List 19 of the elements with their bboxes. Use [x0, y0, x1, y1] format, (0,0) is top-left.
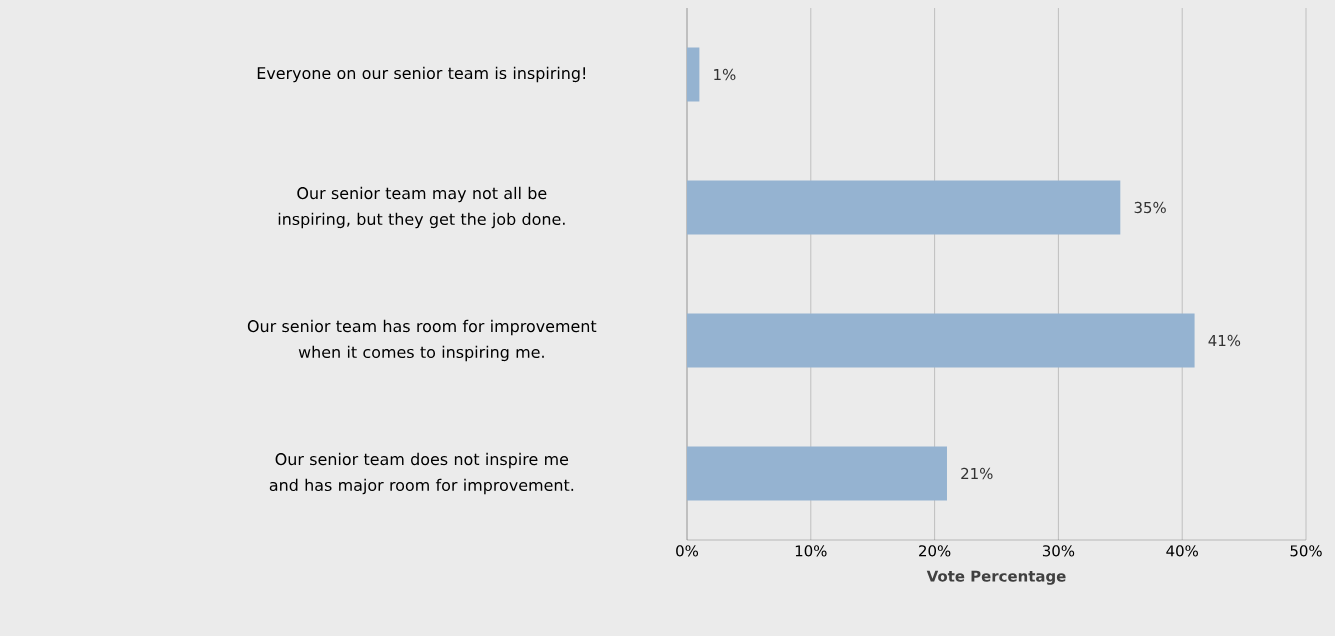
x-axis-title: Vote Percentage [926, 570, 1066, 585]
bar [687, 47, 700, 102]
bar [687, 313, 1195, 368]
x-tick-label: 40% [1166, 545, 1198, 557]
x-tick-label: 20% [919, 545, 951, 557]
data-label: 21% [961, 467, 993, 480]
data-label: 35% [1134, 201, 1166, 214]
x-tick-label: 10% [795, 545, 827, 557]
x-tick-label: 50% [1290, 545, 1322, 557]
y-tick-label: Our senior team does not inspire me and has major room for improvement. [269, 452, 574, 495]
x-tick-label: 30% [1042, 545, 1075, 557]
x-tick-label: 0% [676, 545, 699, 557]
y-tick-label: Everyone on our senior team is inspiring! [257, 66, 585, 83]
bar [687, 446, 947, 501]
y-tick-label: Our senior team may not all be inspiring, but they get the job done. [278, 186, 565, 229]
data-label: 1% [714, 68, 736, 81]
bar [687, 180, 1121, 235]
data-label: 41% [1208, 334, 1241, 347]
y-tick-label: Our senior team has room for improvement when it comes to inspiring me. [247, 319, 597, 362]
